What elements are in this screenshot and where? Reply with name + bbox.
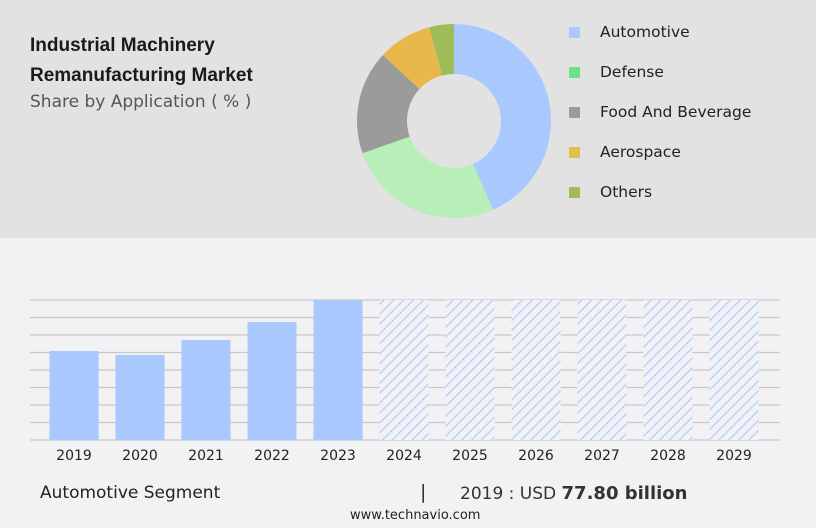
- x-tick-label: 2026: [518, 448, 554, 464]
- legend-swatch: [569, 146, 580, 158]
- x-tick-label: 2029: [716, 448, 752, 464]
- donut-slice-automotive: [454, 24, 551, 210]
- legend-label: Defense: [600, 63, 664, 81]
- forecast-bar-2025: [445, 300, 495, 440]
- x-tick-label: 2025: [452, 448, 488, 464]
- donut-slice-others: [429, 24, 454, 76]
- donut-slice-food-and-beverage: [357, 55, 420, 154]
- legend-label: Aerospace: [600, 143, 681, 161]
- forecast-bar-2026: [511, 300, 561, 440]
- x-tick-label: 2024: [386, 448, 422, 464]
- forecast-bar-2028: [643, 300, 693, 440]
- legend: Automotive Defense Food And Beverage Aerosp…: [569, 12, 751, 212]
- footer-value-prefix: 2019 : USD: [460, 484, 557, 504]
- chart-subtitle: Share by Application ( % ): [30, 92, 252, 112]
- bar-2019: [49, 351, 99, 440]
- legend-swatch: [569, 26, 580, 38]
- donut-chart: [357, 24, 551, 219]
- forecast-bar-2024: [379, 300, 429, 440]
- forecast-bar-2027: [577, 300, 627, 440]
- bar-2022: [247, 322, 297, 440]
- x-tick-label: 2021: [188, 448, 224, 464]
- bar-chart: 2019 2020 2021 2022 2023 2024 2025 2026 2027 2028…: [30, 299, 780, 464]
- x-tick-label: 2023: [320, 448, 356, 464]
- bar-2023: [313, 300, 363, 440]
- forecast-bar-2029: [709, 300, 759, 440]
- legend-label: Others: [600, 183, 653, 201]
- donut-slice-aerospace: [382, 27, 443, 90]
- bar-2020: [115, 355, 165, 440]
- chart-title: Industrial Machinery Remanufacturing Mar…: [30, 35, 253, 86]
- legend-item: Defense: [569, 52, 751, 92]
- x-tick-label: 2022: [254, 448, 290, 464]
- source-link[interactable]: www.technavio.com: [350, 508, 481, 523]
- x-tick-label: 2027: [584, 448, 620, 464]
- legend-swatch: [569, 186, 580, 198]
- legend-swatch: [569, 106, 580, 118]
- x-tick-label: 2020: [122, 448, 158, 464]
- legend-item: Aerospace: [569, 132, 751, 172]
- footer-segment: Automotive Segment: [40, 483, 221, 503]
- legend-label: Food And Beverage: [600, 103, 752, 121]
- footer-value-amount: 77.80 billion: [561, 483, 688, 504]
- footer-separator: |: [420, 481, 427, 503]
- legend-item: Others: [569, 172, 751, 212]
- bar-2021: [181, 340, 231, 440]
- legend-item: Food And Beverage: [569, 92, 751, 132]
- footer-value: 2019 : USD 77.80 billion: [460, 483, 687, 504]
- x-tick-label: 2019: [56, 448, 92, 464]
- legend-swatch: [569, 66, 580, 78]
- x-tick-label: 2028: [650, 448, 686, 464]
- legend-item: Automotive: [569, 12, 751, 52]
- legend-label: Automotive: [600, 23, 690, 41]
- donut-slice-defense: [362, 136, 494, 219]
